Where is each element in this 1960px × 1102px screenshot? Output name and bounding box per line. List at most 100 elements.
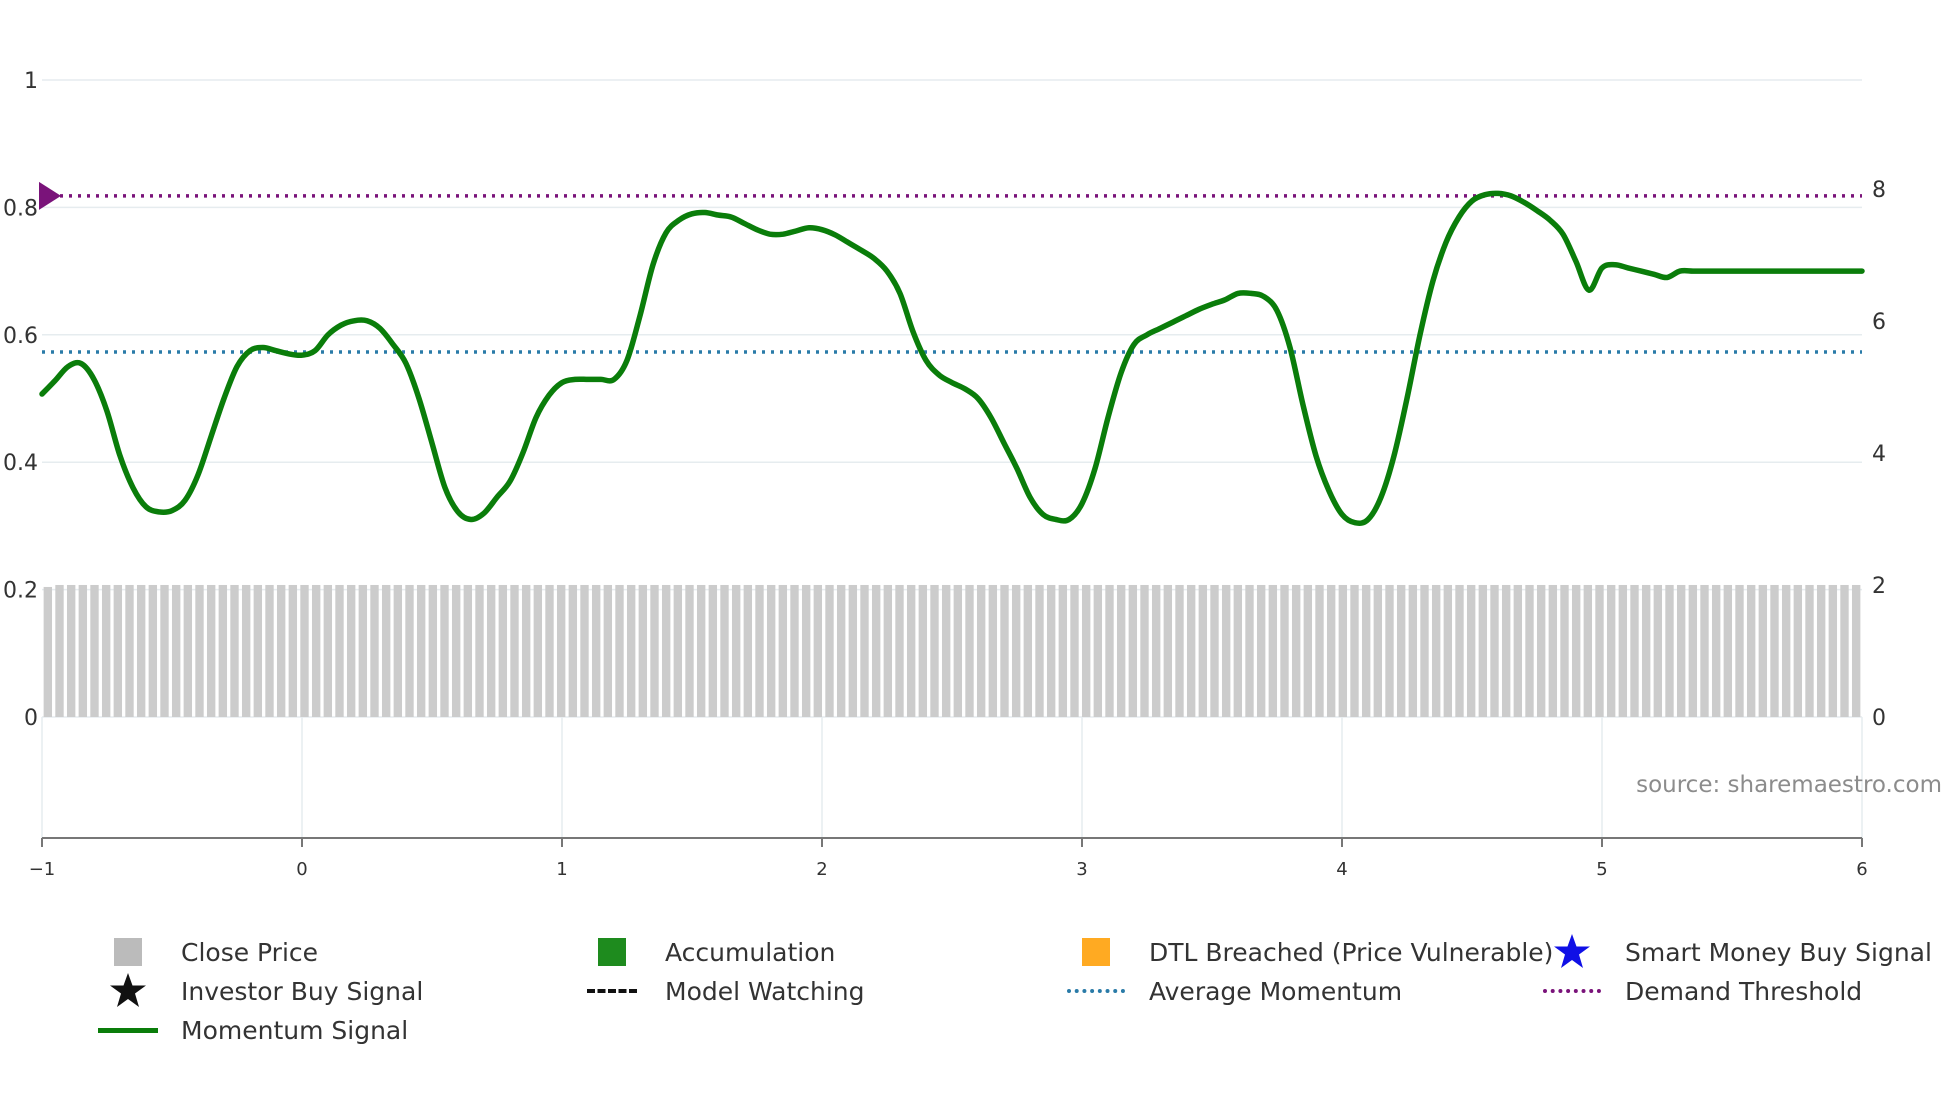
close-price-bar [1011,584,1021,717]
close-price-bar [813,584,823,717]
close-price-bar [883,584,893,717]
close-price-bar [1268,584,1278,717]
reference-lines [39,181,1862,354]
close-price-bar [696,584,706,717]
close-price-bar [1035,584,1044,717]
close-price-bar [486,584,496,717]
close-price-bar [580,584,589,717]
source-label: source: sharemaestro.com [1636,772,1942,798]
close-price-bar [591,584,601,717]
close-price-bar [848,584,858,717]
close-price-bar [381,584,391,717]
close-price-bar [1758,584,1768,717]
close-price-bar [661,584,671,717]
left-y-tick-label: 0.2 [3,579,38,604]
close-price-bar [440,584,449,717]
close-price-bar [1315,584,1324,717]
x-tick-label: 0 [296,859,307,880]
close-price-bar [941,584,951,717]
close-price-bar [1163,584,1173,717]
close-price-bar [556,584,566,717]
close-price-bar [1805,584,1814,717]
close-price-bar [311,584,321,717]
close-price-bar [1245,584,1254,717]
close-price-bar [1396,584,1406,717]
close-price-bar [1851,584,1861,717]
close-price-bar [1081,584,1091,717]
close-price-bar [206,584,216,717]
close-price-bar [1256,584,1266,717]
close-price-bar [1536,584,1546,717]
close-price-bar [1128,584,1138,717]
close-price-bar [790,584,799,717]
close-price-bar [1466,584,1476,717]
close-price-bar [1210,584,1219,717]
close-price-bar [1618,584,1628,717]
close-price-bar [1070,584,1079,717]
close-price-bar [1443,584,1453,717]
close-price-bar [778,584,788,717]
close-price-bar [1140,584,1149,717]
close-price-bar [1676,584,1686,717]
close-price-bar [836,584,846,717]
close-price-bar [1560,584,1569,717]
close-price-bar [370,584,379,717]
close-price-bar [358,584,368,717]
close-price-bar [218,584,228,717]
close-price-bar [825,584,834,717]
close-price-bar [953,584,963,717]
close-price-bar [1151,584,1161,717]
close-price-bar [626,584,636,717]
close-price-bars [43,584,1861,717]
close-price-bar [125,584,134,717]
close-price-bar [1700,584,1709,717]
close-price-bar [55,584,64,717]
x-tick-label: 1 [556,859,567,880]
close-price-bar [241,584,251,717]
close-price-bar [1630,584,1639,717]
close-price-bar [1513,584,1523,717]
right-y-tick-label: 2 [1872,574,1886,599]
close-price-bar [1221,584,1231,717]
close-price-bar [1046,584,1056,717]
close-price-bar [1326,584,1336,717]
x-tick-label: 6 [1856,859,1867,880]
close-price-bar [195,584,204,717]
close-price-bar [521,584,531,717]
momentum-signal-line [39,190,1865,526]
close-price-bar [66,584,76,717]
close-price-bar [148,584,158,717]
close-price-bar [1641,584,1651,717]
close-price-bar [171,584,181,717]
close-price-bar [1058,584,1068,717]
close-price-bar [638,584,648,717]
close-price-bar [533,584,543,717]
close-price-bar [1116,584,1126,717]
close-price-bar [988,584,998,717]
close-price-bar [428,584,438,717]
close-price-bar [708,584,718,717]
close-price-bar [1606,584,1616,717]
close-price-bar [731,584,741,717]
close-price-bar [288,584,298,717]
close-price-bar [906,584,916,717]
close-price-bar [43,586,53,717]
close-price-bar [1105,584,1114,717]
close-price-bar [766,584,776,717]
right-y-tick-label: 8 [1872,178,1886,203]
close-price-bar [1408,584,1418,717]
close-price-bar [545,584,554,717]
close-price-bar [1280,584,1289,717]
close-price-bar [1455,584,1464,717]
close-price-bar [1688,584,1698,717]
close-price-bar [1478,584,1488,717]
close-price-bar [451,584,461,717]
close-price-bar [1385,584,1394,717]
close-price-bar [1653,584,1663,717]
close-price-bar [510,584,519,717]
close-price-bar [755,584,764,717]
close-price-bar [405,584,414,717]
close-price-bar [1793,584,1803,717]
left-y-tick-label: 0.8 [3,196,38,221]
close-price-bar [930,584,939,717]
